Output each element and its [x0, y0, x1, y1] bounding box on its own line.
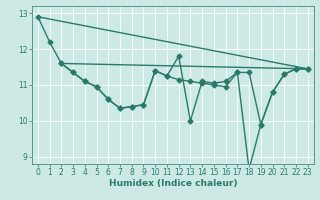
X-axis label: Humidex (Indice chaleur): Humidex (Indice chaleur) — [108, 179, 237, 188]
